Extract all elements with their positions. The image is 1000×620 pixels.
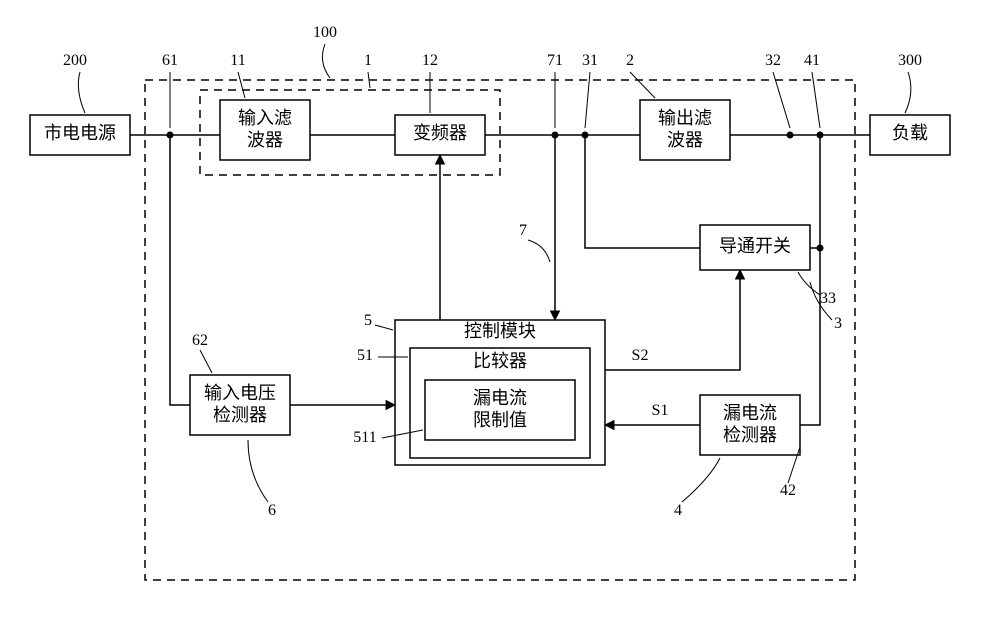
ref-4: 4 [674, 502, 682, 519]
ref-51: 51 [357, 347, 373, 364]
block-diagram: 市电电源 输入滤 波器 变频器 输出滤 波器 负载 导通开关 输入电压 检测器 … [0, 0, 1000, 620]
ref-200: 200 [63, 52, 87, 69]
label-ivd-2: 检测器 [213, 405, 267, 425]
ref-2: 2 [626, 52, 634, 69]
ref-31: 31 [582, 52, 598, 69]
label-limit-2: 限制值 [473, 410, 527, 430]
signal-s2: S2 [632, 347, 649, 364]
node-31 [582, 132, 589, 139]
ref-7: 7 [519, 222, 527, 239]
ref-41: 41 [804, 52, 820, 69]
node-32 [787, 132, 794, 139]
ref-71: 71 [547, 52, 563, 69]
signal-s1: S1 [652, 402, 669, 419]
ref-32: 32 [765, 52, 781, 69]
ref-11: 11 [230, 52, 245, 69]
ref-5: 5 [364, 312, 372, 329]
ref-42: 42 [780, 482, 796, 499]
label-limit-1: 漏电流 [473, 388, 527, 408]
label-input-filter-1: 输入滤 [238, 108, 292, 128]
label-control-module: 控制模块 [464, 321, 536, 341]
label-output-filter-2: 波器 [667, 130, 703, 150]
ref-6: 6 [268, 502, 276, 519]
ref-300: 300 [898, 52, 922, 69]
ref-33: 33 [820, 290, 836, 307]
label-comparator: 比较器 [473, 351, 527, 371]
label-leak-1: 漏电流 [723, 403, 777, 423]
ref-100: 100 [313, 24, 337, 41]
label-mains: 市电电源 [44, 123, 116, 143]
ref-3: 3 [834, 315, 842, 332]
ref-1: 1 [364, 52, 372, 69]
ref-511: 511 [353, 429, 376, 446]
label-leak-2: 检测器 [723, 425, 777, 445]
label-input-filter-2: 波器 [247, 130, 283, 150]
node-41 [817, 132, 824, 139]
node-71 [552, 132, 559, 139]
ref-61: 61 [162, 52, 178, 69]
label-conduction-switch: 导通开关 [719, 236, 791, 256]
label-ivd-1: 输入电压 [204, 383, 276, 403]
node-switch-right [817, 245, 824, 252]
label-inverter: 变频器 [413, 123, 467, 143]
node-61 [167, 132, 174, 139]
ref-12: 12 [422, 52, 438, 69]
label-output-filter-1: 输出滤 [658, 108, 712, 128]
ref-62: 62 [192, 332, 208, 349]
label-load: 负载 [892, 123, 928, 143]
